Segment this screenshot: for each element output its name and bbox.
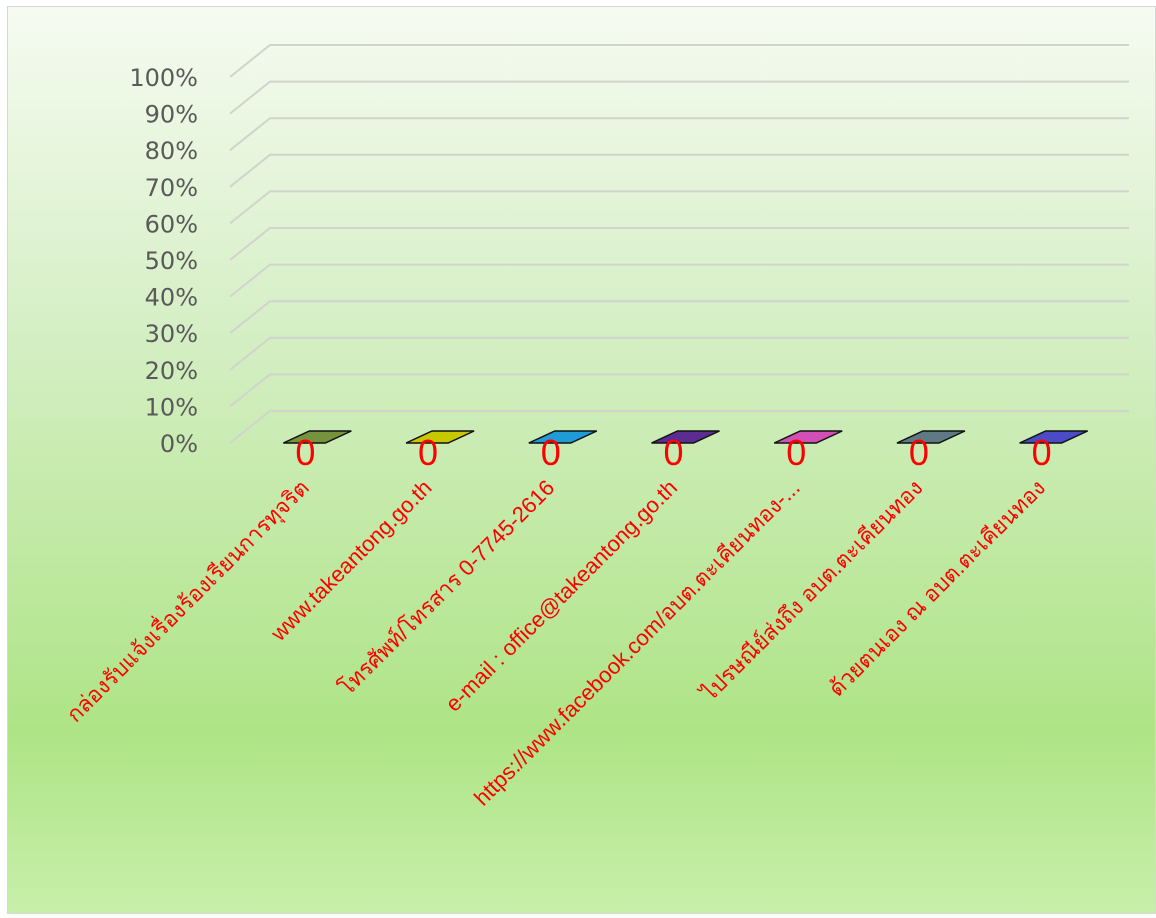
data-label: 0 bbox=[418, 432, 438, 473]
gridline bbox=[230, 191, 1129, 223]
x-tick-label: โทรศัพท์/โทรสาร 0-7745-2616 bbox=[334, 475, 559, 700]
bar bbox=[1020, 431, 1088, 443]
bars bbox=[283, 431, 1087, 443]
y-tick-label: 90% bbox=[145, 101, 198, 129]
y-tick-label: 40% bbox=[145, 284, 198, 312]
bar bbox=[774, 431, 842, 443]
y-tick-label: 50% bbox=[145, 247, 198, 275]
gridline bbox=[230, 118, 1129, 150]
x-tick-label: e-mail : office@takeantong.go.th bbox=[440, 475, 682, 717]
y-tick-label: 60% bbox=[145, 210, 198, 238]
gridline bbox=[230, 228, 1129, 260]
y-tick-label: 100% bbox=[129, 64, 198, 92]
gridline bbox=[230, 338, 1129, 370]
data-label: 0 bbox=[786, 432, 806, 473]
bar bbox=[529, 431, 597, 443]
y-tick-label: 30% bbox=[145, 320, 198, 348]
data-label: 0 bbox=[295, 432, 315, 473]
bar-chart: 0% 10% 20% 30% 40% 50% 60% 70% 80% 90% 100% 0 0 0 0 0 0… bbox=[8, 7, 1156, 915]
gridlines bbox=[230, 45, 1129, 443]
y-axis-ticks: 0% 10% 20% 30% 40% 50% 60% 70% 80% 90% 100% bbox=[129, 64, 198, 458]
y-tick-label: 0% bbox=[160, 430, 198, 458]
data-label: 0 bbox=[1032, 432, 1052, 473]
bar bbox=[283, 431, 351, 443]
gridline bbox=[230, 301, 1129, 333]
gridline bbox=[230, 45, 1129, 77]
bar bbox=[406, 431, 474, 443]
y-tick-label: 10% bbox=[145, 393, 198, 421]
data-label: 0 bbox=[541, 432, 561, 473]
y-tick-label: 80% bbox=[145, 137, 198, 165]
y-tick-label: 20% bbox=[145, 357, 198, 385]
gridline bbox=[230, 155, 1129, 187]
x-tick-label: กล่องรับแจ้งเรื่องร้องเรียนการทุจริต bbox=[60, 473, 315, 728]
bar bbox=[652, 431, 720, 443]
data-label: 0 bbox=[663, 432, 683, 473]
y-tick-label: 70% bbox=[145, 174, 198, 202]
gridline bbox=[230, 82, 1129, 114]
bar bbox=[897, 431, 965, 443]
data-label: 0 bbox=[909, 432, 929, 473]
gridline bbox=[230, 265, 1129, 297]
x-tick-label: ไปรษณีย์ส่งถึง อบต.ตะเคียนทอง bbox=[695, 475, 927, 707]
chart-area: 0% 10% 20% 30% 40% 50% 60% 70% 80% 90% 100% 0 0 0 0 0 0… bbox=[7, 6, 1156, 914]
gridline bbox=[230, 374, 1129, 406]
x-axis-ticks: กล่องรับแจ้งเรื่องร้องเรียนการทุจริตwww.… bbox=[60, 473, 1051, 811]
x-tick-label: ด้วยตนเอง ณ อบต.ตะเคียนทอง bbox=[824, 475, 1050, 701]
